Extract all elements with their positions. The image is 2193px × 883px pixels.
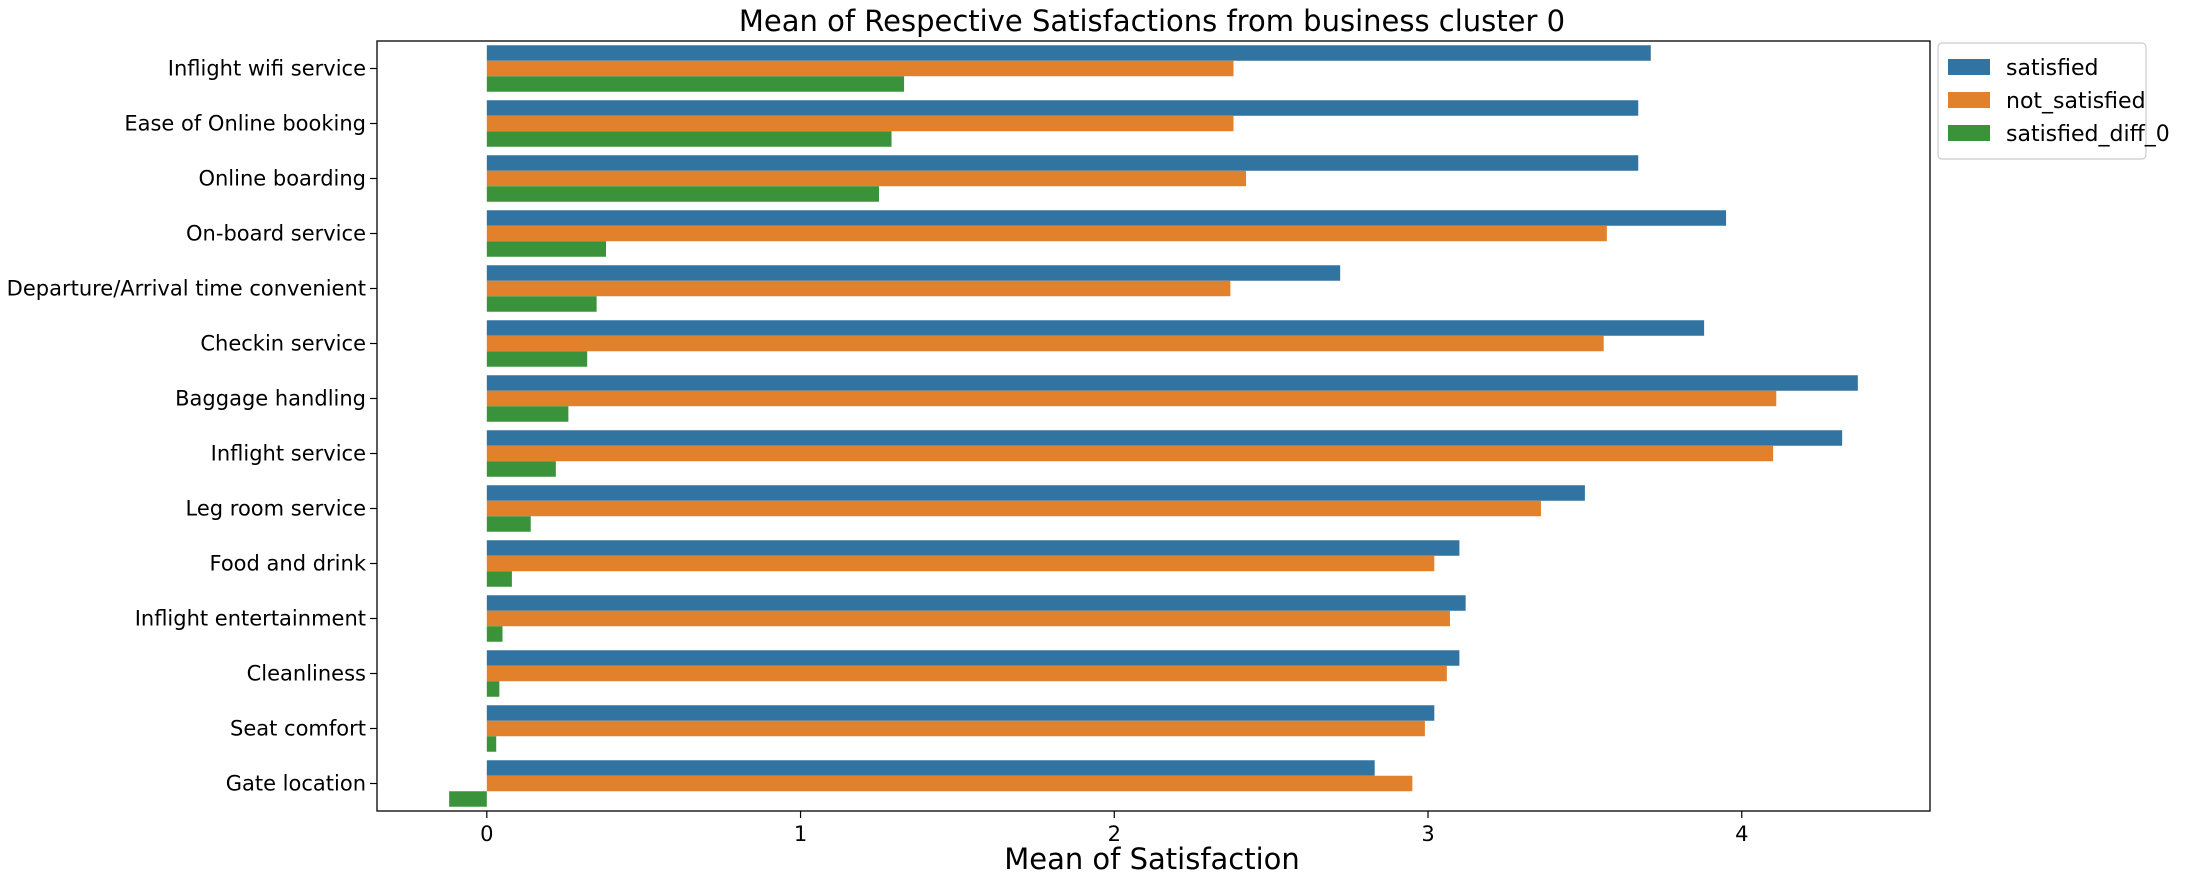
bar-not-satisfied-baggage-handling — [486, 390, 1777, 407]
y-tick-label-gate-location: Gate location — [226, 772, 366, 796]
y-tick-label-seat-comfort: Seat comfort — [230, 717, 366, 741]
bar-satisfied-food-and-drink — [486, 540, 1460, 556]
legend: satisfied not_satisfied satisfied_diff_0 — [1937, 42, 2170, 160]
chart-title: Mean of Respective Satisfactions from bu… — [739, 4, 1565, 38]
bar-not-satisfied-on-board-service — [486, 225, 1607, 242]
bar-satisfied-on-board-service — [486, 210, 1727, 226]
bar-satisfied-diff-0-inflight-wifi-service — [486, 76, 905, 92]
bar-satisfied-diff-0-gate-location — [449, 791, 487, 807]
bar-not-satisfied-inflight-entertainment — [486, 610, 1450, 627]
legend-swatch-satisfied-diff-0 — [1948, 125, 1990, 141]
y-tick-label-ease-of-online-booking: Ease of Online booking — [124, 112, 366, 136]
bar-satisfied-baggage-handling — [486, 375, 1858, 391]
y-tick-label-cleanliness: Cleanliness — [247, 662, 366, 686]
y-tick-label-leg-room-service: Leg room service — [186, 497, 366, 521]
x-tick-label-3: 3 — [1421, 822, 1434, 846]
bar-not-satisfied-gate-location — [486, 775, 1413, 792]
bar-satisfied-diff-0-on-board-service — [486, 241, 607, 257]
bar-not-satisfied-inflight-service — [486, 445, 1774, 462]
bar-satisfied-diff-0-inflight-entertainment — [486, 626, 503, 642]
bar-satisfied-leg-room-service — [486, 485, 1585, 501]
plot-frame — [376, 40, 1931, 812]
legend-label-not-satisfied: not_satisfied — [2006, 89, 2146, 114]
bar-not-satisfied-inflight-wifi-service — [486, 60, 1234, 77]
y-tick-label-online-boarding: Online boarding — [198, 167, 366, 191]
y-tick-label-departure-arrival-time-convenient: Departure/Arrival time convenient — [7, 277, 366, 301]
y-tick-label-inflight-service: Inflight service — [211, 442, 366, 466]
bar-satisfied-diff-0-ease-of-online-booking — [486, 131, 892, 147]
bar-satisfied-diff-0-inflight-service — [486, 461, 556, 477]
legend-label-satisfied: satisfied — [2006, 56, 2099, 81]
bar-satisfied-cleanliness — [486, 650, 1460, 666]
x-axis: 0 1 2 3 4 — [480, 811, 1748, 846]
bar-not-satisfied-departure-arrival-time-convenient — [486, 280, 1231, 297]
bar-satisfied-inflight-service — [486, 430, 1843, 446]
bar-satisfied-checkin-service — [486, 320, 1705, 336]
bar-satisfied-diff-0-food-and-drink — [486, 571, 512, 587]
bar-not-satisfied-seat-comfort — [486, 720, 1425, 737]
bar-not-satisfied-ease-of-online-booking — [486, 115, 1234, 132]
x-tick-label-4: 4 — [1735, 822, 1748, 846]
y-tick-label-on-board-service: On-board service — [186, 222, 366, 246]
bar-satisfied-diff-0-departure-arrival-time-convenient — [486, 296, 597, 312]
bar-not-satisfied-checkin-service — [486, 335, 1604, 352]
bar-satisfied-seat-comfort — [486, 705, 1435, 721]
x-axis-label: Mean of Satisfaction — [1004, 842, 1300, 876]
legend-label-satisfied-diff-0: satisfied_diff_0 — [2006, 122, 2170, 147]
bar-satisfied-diff-0-checkin-service — [486, 351, 588, 367]
bar-not-satisfied-leg-room-service — [486, 500, 1541, 517]
bar-satisfied-diff-0-baggage-handling — [486, 406, 569, 422]
bars-layer — [449, 45, 1858, 807]
bar-satisfied-departure-arrival-time-convenient — [486, 265, 1341, 281]
legend-swatch-not-satisfied — [1948, 92, 1990, 108]
bar-satisfied-inflight-entertainment — [486, 595, 1466, 611]
bar-satisfied-diff-0-online-boarding — [486, 186, 879, 202]
x-tick-label-1: 1 — [794, 822, 807, 846]
y-axis: Inflight wifi service Ease of Online book… — [7, 57, 377, 796]
bar-not-satisfied-cleanliness — [486, 665, 1447, 682]
bar-satisfied-inflight-wifi-service — [486, 45, 1651, 61]
bar-not-satisfied-food-and-drink — [486, 555, 1435, 572]
y-tick-label-baggage-handling: Baggage handling — [175, 387, 366, 411]
bar-satisfied-ease-of-online-booking — [486, 100, 1639, 116]
y-tick-label-inflight-wifi-service: Inflight wifi service — [168, 57, 366, 81]
y-tick-label-food-and-drink: Food and drink — [210, 552, 367, 576]
bar-not-satisfied-online-boarding — [486, 170, 1247, 187]
bar-satisfied-diff-0-leg-room-service — [486, 516, 531, 532]
bar-satisfied-diff-0-seat-comfort — [486, 736, 497, 752]
x-tick-label-2: 2 — [1108, 822, 1121, 846]
y-tick-label-checkin-service: Checkin service — [200, 332, 366, 356]
x-tick-label-0: 0 — [480, 822, 493, 846]
bar-satisfied-gate-location — [486, 760, 1375, 776]
bar-satisfied-diff-0-cleanliness — [486, 681, 500, 697]
legend-swatch-satisfied — [1948, 59, 1990, 75]
bar-satisfied-online-boarding — [486, 155, 1639, 171]
y-tick-label-inflight-entertainment: Inflight entertainment — [135, 607, 366, 631]
